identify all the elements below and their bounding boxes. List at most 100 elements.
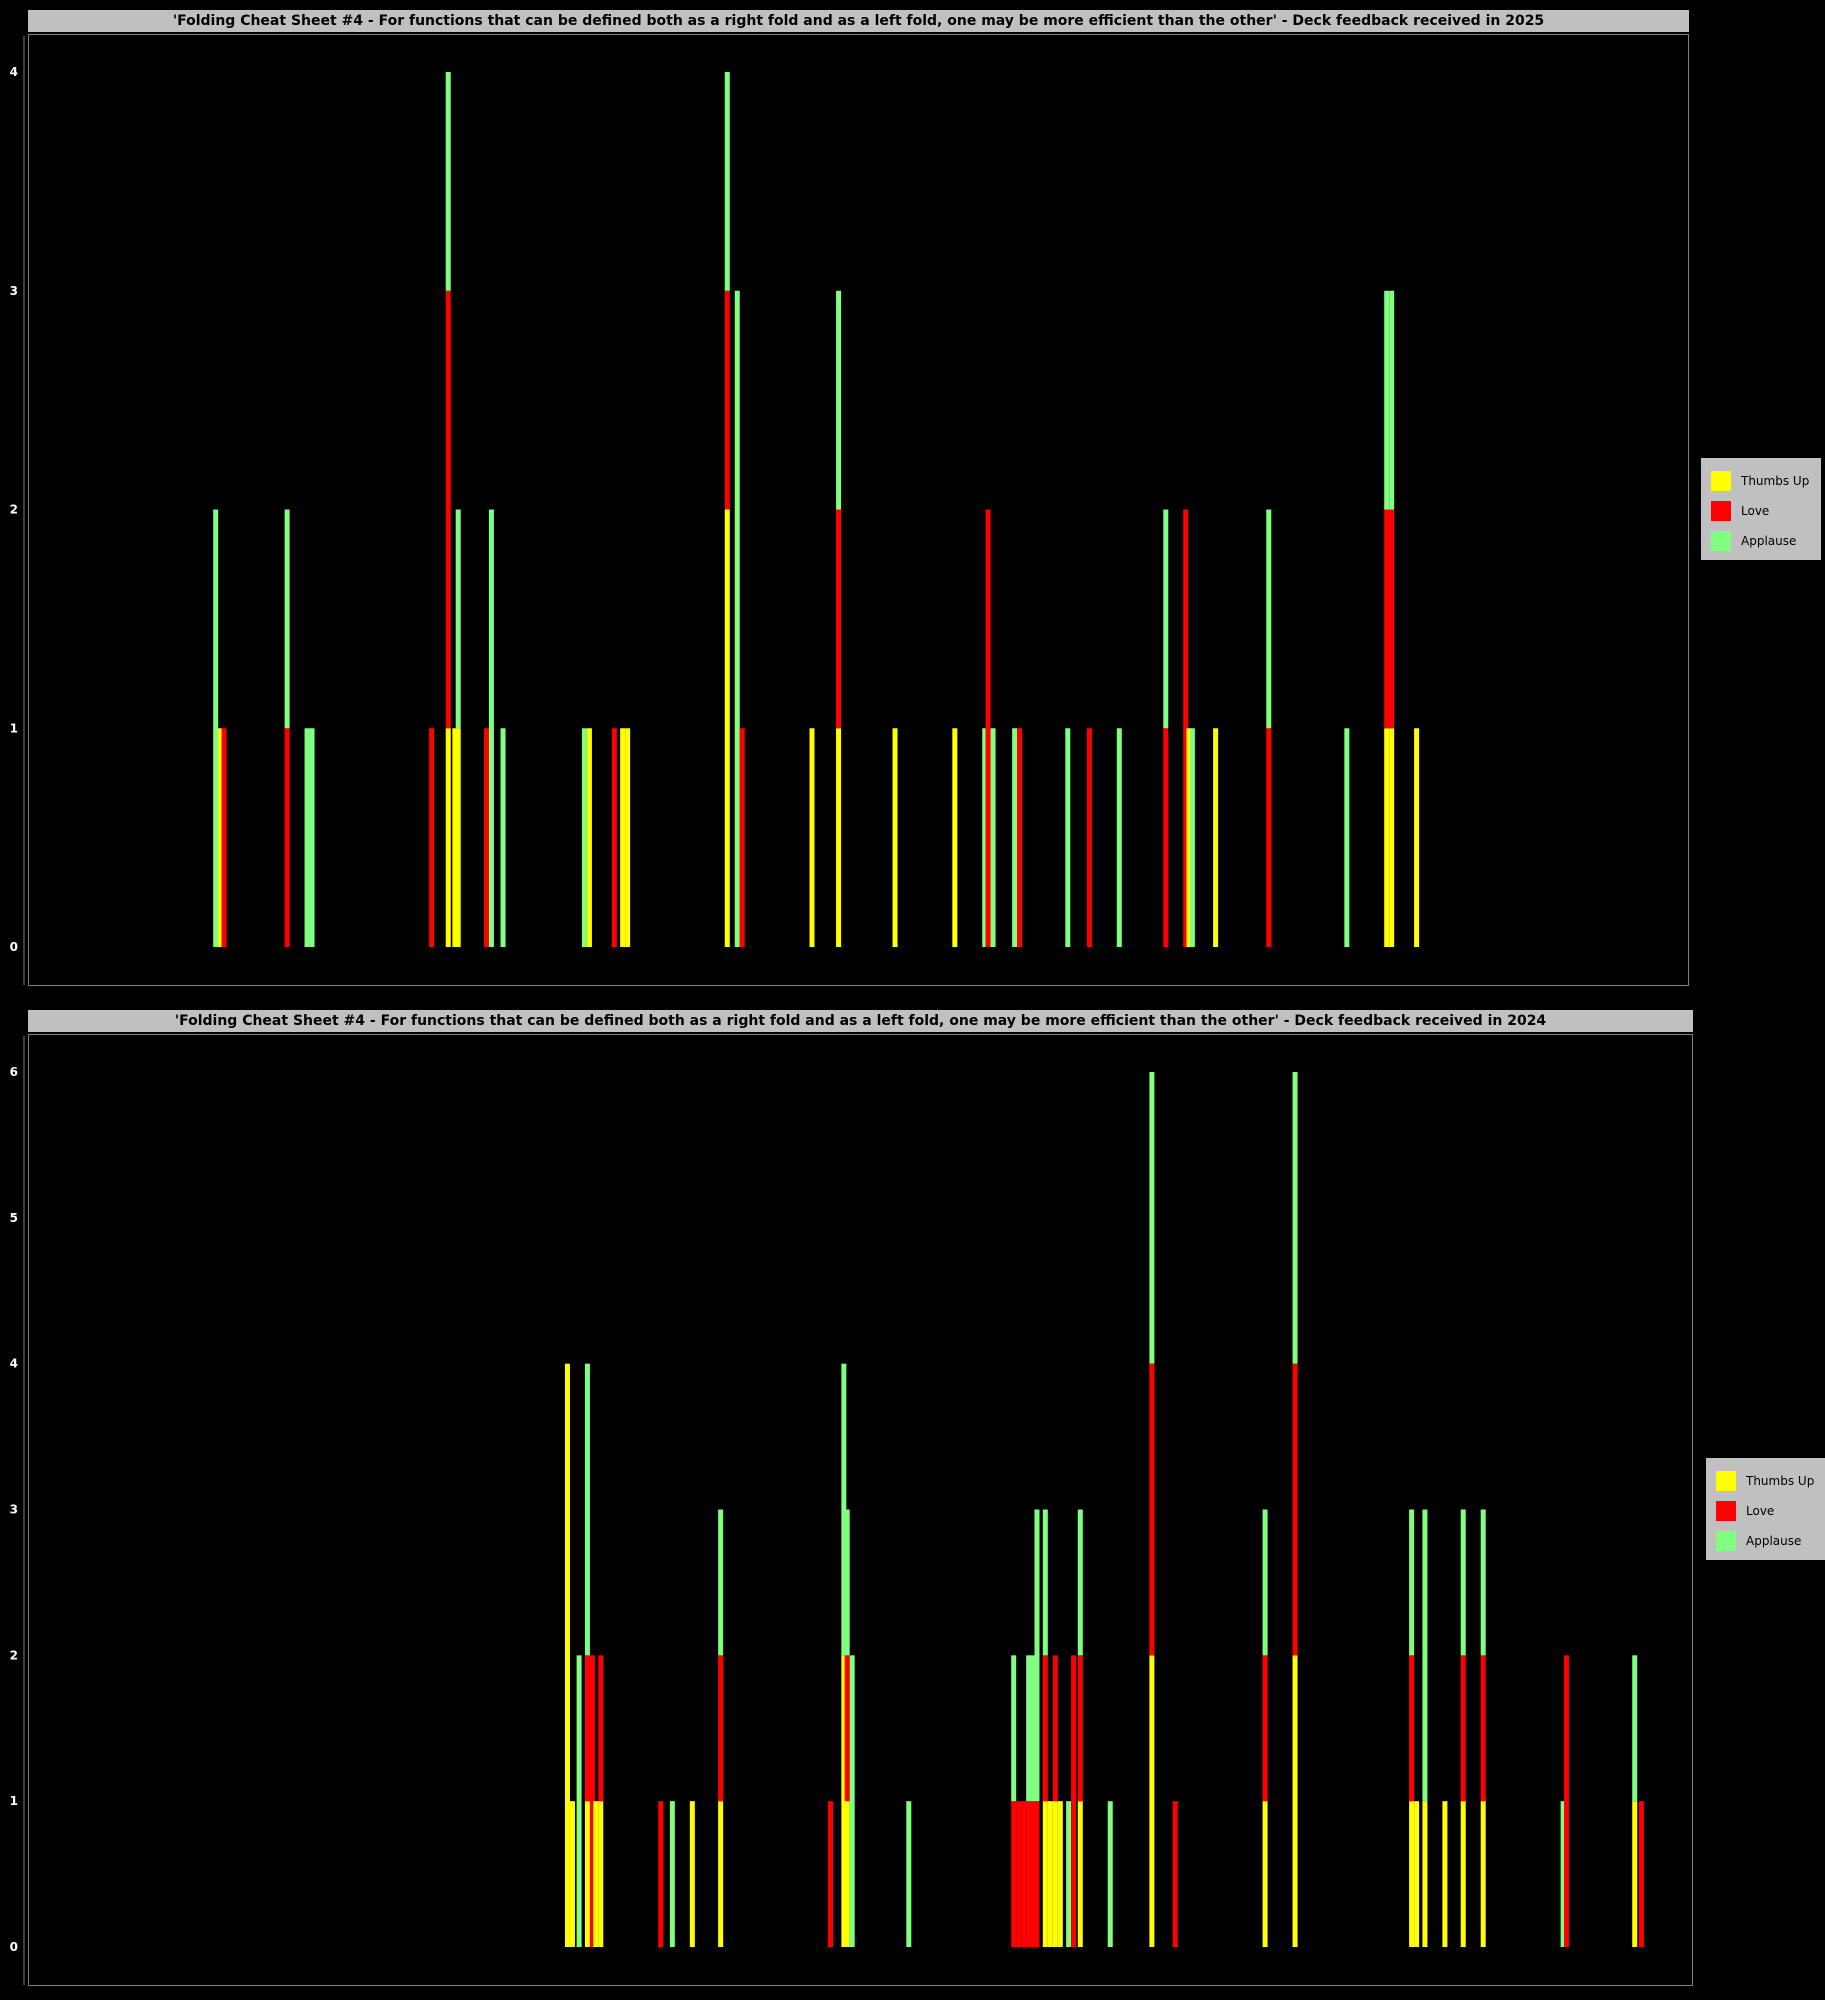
bar-segment-love [1460, 1655, 1466, 1802]
bar-segment-applause [1384, 290, 1390, 510]
bar-segment-thumbs-up [1262, 1801, 1268, 1947]
bar-segment-thumbs-up [892, 728, 898, 947]
bar-segment-thumbs-up [718, 1801, 724, 1947]
bar-segment-thumbs-up [216, 728, 222, 947]
bar-segment-applause [1026, 1655, 1032, 1802]
bar-segment-thumbs-up [598, 1801, 604, 1947]
bar-segment-love [1480, 1655, 1486, 1802]
legend-item-love: Love [1711, 496, 1811, 526]
bar-segment-love [1086, 728, 1092, 947]
bar-segment-love [985, 509, 991, 947]
bar-segment-thumbs-up [724, 509, 730, 947]
bar-segment-love [836, 509, 842, 729]
bar-segment-love [483, 728, 489, 947]
bar-segment-applause [581, 728, 587, 947]
y-tick-label: 5 [10, 1211, 18, 1225]
love-swatch [1711, 501, 1731, 521]
bar-segment-applause [1266, 509, 1272, 729]
bar-segment-applause [1409, 1509, 1415, 1656]
bar-segment-thumbs-up [1047, 1801, 1053, 1947]
bar-segment-applause [734, 290, 740, 947]
bar-segment-love [658, 1801, 664, 1947]
bar-segment-applause [213, 509, 219, 947]
bar-segment-applause [1460, 1509, 1466, 1656]
bar-segment-thumbs-up [593, 1801, 599, 1947]
legend-item-love: Love [1716, 1496, 1815, 1526]
y-tick-label: 1 [10, 1794, 18, 1808]
bar-segment-love [1077, 1655, 1083, 1802]
chart-title-2025: 'Folding Cheat Sheet #4 - For functions … [28, 10, 1689, 32]
bar-segment-love [598, 1655, 604, 1802]
bar-segment-thumbs-up [1292, 1655, 1298, 1947]
bar-segment-thumbs-up [1389, 728, 1395, 947]
bar-segment-love [1262, 1655, 1268, 1802]
bar-segment-thumbs-up [1384, 728, 1390, 947]
bar-segment-thumbs-up [844, 1801, 850, 1947]
bar-segment-thumbs-up [1186, 728, 1192, 947]
y-tick-label: 2 [10, 1648, 18, 1662]
bar-segment-applause [990, 728, 996, 947]
bar-segment-thumbs-up [1077, 1801, 1083, 1947]
bar-segment-applause [1011, 1655, 1017, 1802]
bar-segment-applause [455, 509, 461, 729]
bar-segment-applause [724, 72, 730, 291]
bar-chart-2025: 0 1 2 3 4 [10, 36, 1420, 985]
bar-segment-love [1034, 1801, 1040, 1947]
bar-segment-applause [841, 1363, 847, 1656]
bar-segment-applause [284, 509, 290, 729]
bar-segment-love [1042, 1655, 1048, 1802]
chart-panel-2024: 'Folding Cheat Sheet #4 - For functions … [10, 1010, 1693, 1986]
bar-segment-thumbs-up [689, 1801, 695, 1947]
bar-segment-applause [1107, 1801, 1113, 1947]
plot-frame-2025 [28, 34, 1689, 986]
bar-segment-love [584, 1655, 590, 1802]
bar-segment-thumbs-up [1149, 1655, 1155, 1947]
love-swatch [1716, 1501, 1736, 1521]
legend-label-love: Love [1746, 1504, 1775, 1518]
bar-segment-thumbs-up [564, 1363, 570, 1947]
bar-segment-love [1292, 1363, 1298, 1656]
bar-segment-thumbs-up [1632, 1801, 1638, 1947]
bar-segment-love [1149, 1363, 1155, 1656]
bar-segment-thumbs-up [1414, 728, 1420, 947]
bar-segment-thumbs-up [1414, 1801, 1420, 1947]
bar-segment-thumbs-up [455, 728, 461, 947]
legend-2025: Thumbs Up Love Applause [1701, 458, 1821, 560]
legend-2024: Thumbs Up Love Applause [1706, 1458, 1825, 1560]
bar-segment-love [1183, 509, 1189, 947]
bar-segment-applause [500, 728, 506, 947]
bar-segment-applause [982, 728, 988, 947]
bar-segment-love [1389, 509, 1395, 729]
bar-segment-thumbs-up [1409, 1801, 1415, 1947]
bar-segment-love [1011, 1801, 1017, 1947]
legend-item-thumbs-up: Thumbs Up [1716, 1466, 1815, 1496]
bar-segment-love [221, 728, 227, 947]
bar-segment-applause [1560, 1801, 1566, 1947]
bar-segment-love [844, 1655, 850, 1802]
bar-segment-applause [1042, 1509, 1048, 1656]
bar-segment-love [589, 1655, 595, 1947]
bar-segment-thumbs-up [1460, 1801, 1466, 1947]
legend-label-thumbs-up: Thumbs Up [1746, 1474, 1815, 1488]
bar-segment-love [1016, 1801, 1022, 1947]
bar-segment-thumbs-up [452, 728, 458, 947]
applause-swatch [1711, 531, 1731, 551]
bar-segment-thumbs-up [841, 1655, 847, 1947]
bar-segment-applause [1077, 1509, 1083, 1656]
bar-segment-applause [1262, 1509, 1268, 1656]
bar-segment-applause [576, 1655, 582, 1947]
thumbs-up-swatch [1716, 1471, 1736, 1491]
bar-segment-love [1409, 1655, 1415, 1802]
thumbs-up-swatch [1711, 471, 1731, 491]
bar-segment-love [1017, 728, 1023, 947]
bar-segment-applause [309, 728, 315, 947]
bar-segment-applause [1065, 728, 1071, 947]
plot-frame-2024 [28, 1034, 1693, 1986]
bar-segment-love [1384, 509, 1390, 729]
bar-segment-thumbs-up [1480, 1801, 1486, 1947]
chart-title-2024: 'Folding Cheat Sheet #4 - For functions … [28, 1010, 1693, 1032]
bar-segment-love [445, 290, 451, 729]
bar-segment-thumbs-up [584, 1801, 590, 1947]
legend-item-thumbs-up: Thumbs Up [1711, 466, 1811, 496]
